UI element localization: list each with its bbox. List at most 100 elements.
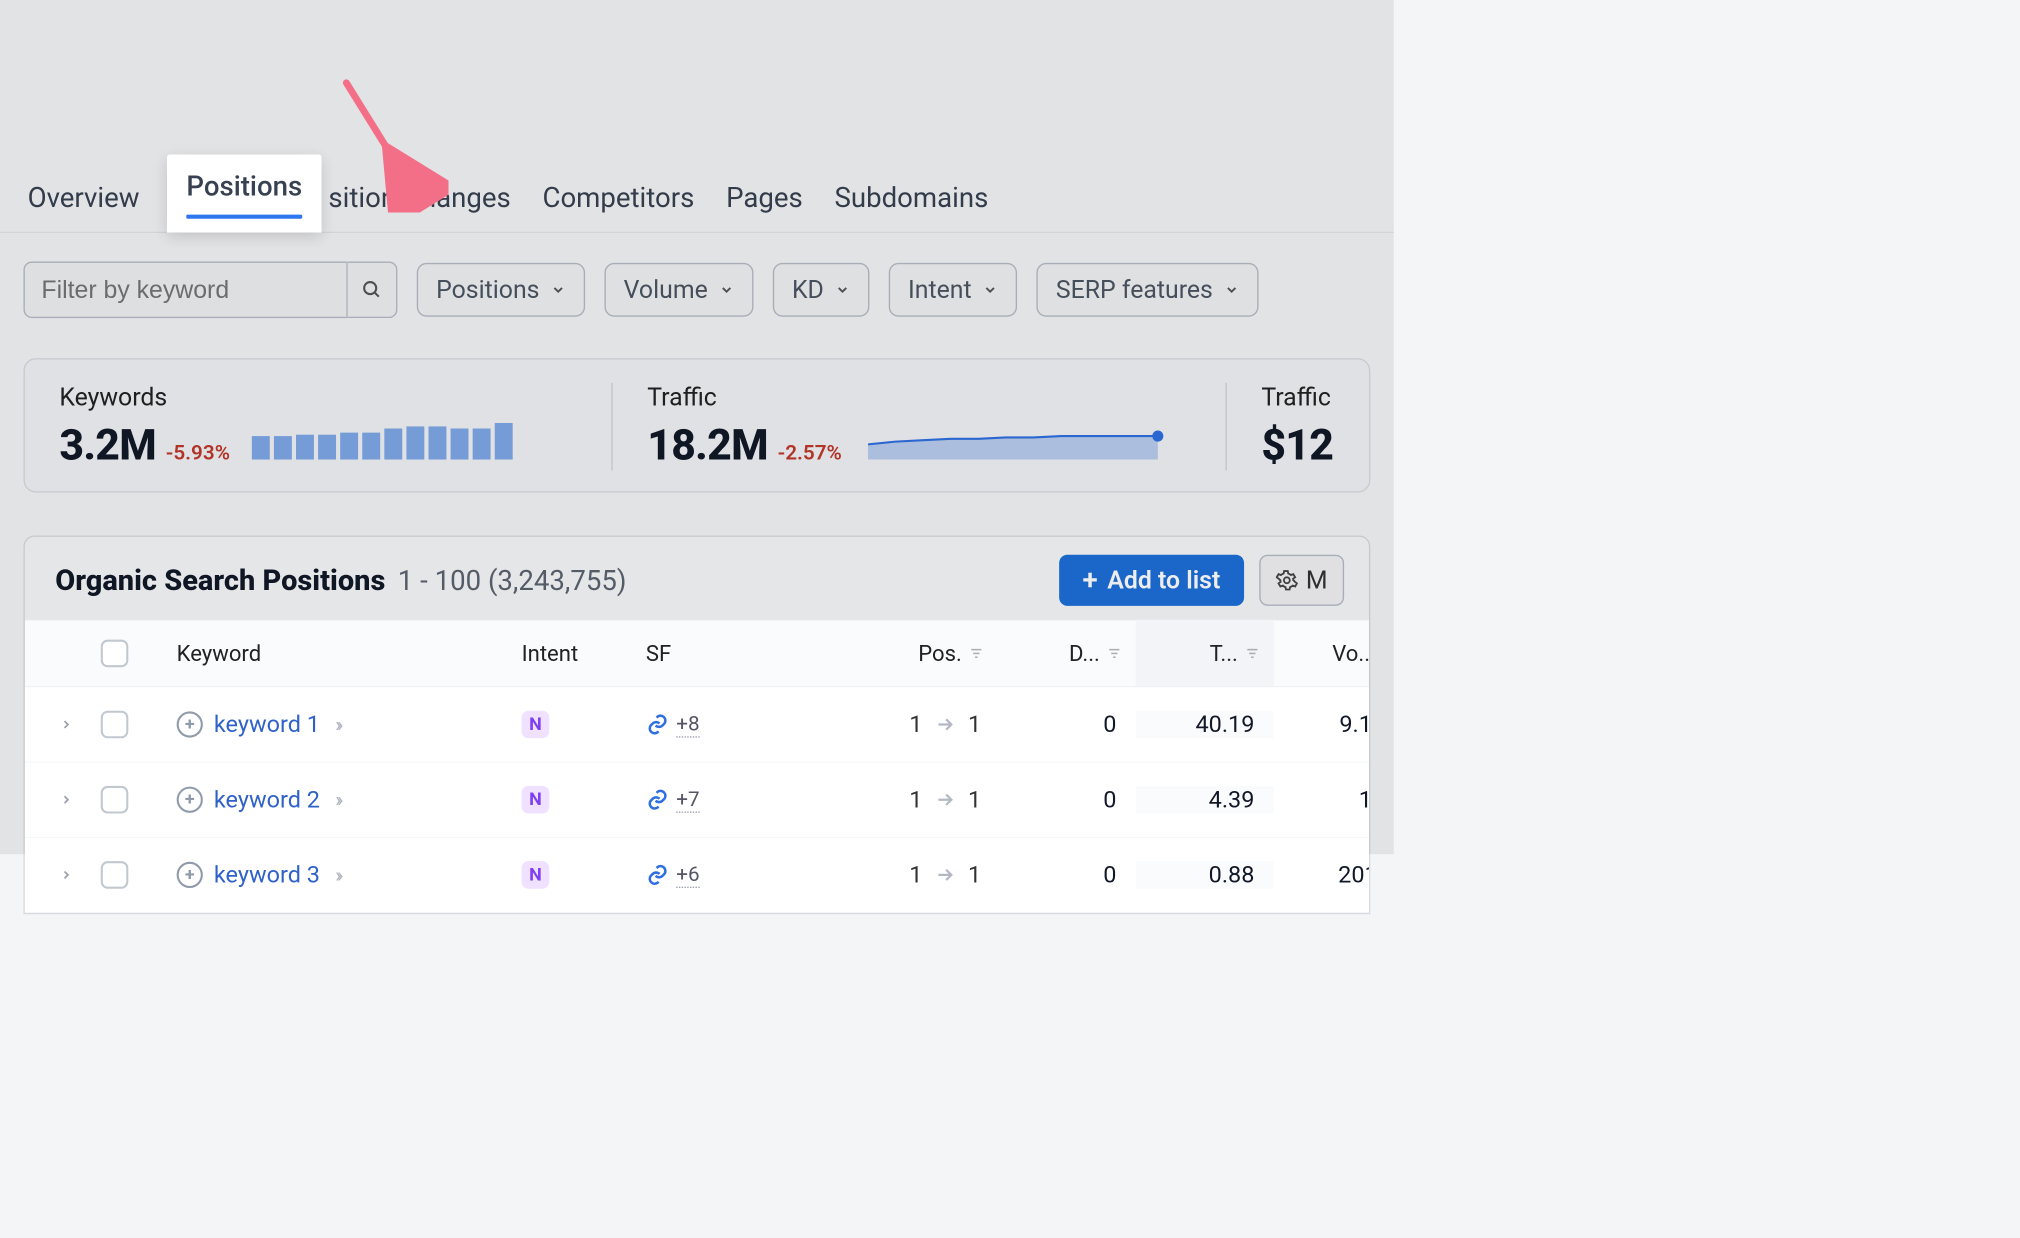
expand-row-button[interactable] [39,864,101,887]
sf-cell[interactable]: +6 [646,862,791,888]
tab-overview[interactable]: Overview [23,175,143,232]
button-label: M [1306,566,1328,595]
filter-positions[interactable]: Positions [417,263,585,317]
intent-badge: N [522,711,550,739]
chevron-right-icon [59,717,73,731]
col-intent[interactable]: Intent [522,640,646,666]
table-title-text: Organic Search Positions [55,563,385,597]
keyword-link[interactable]: keyword 2 [214,786,320,814]
expand-row-button[interactable] [39,788,101,811]
arrow-right-icon [935,789,956,810]
keyword-link[interactable]: keyword 3 [214,861,320,889]
table-actions: + Add to list M [1059,555,1344,606]
open-icon[interactable]: ›› [335,863,339,887]
position-cell: 1 1 [791,711,998,739]
arrow-right-icon [935,865,956,886]
stat-label: Traffic [1261,383,1333,412]
add-to-list-button[interactable]: + Add to list [1059,555,1244,606]
stat-delta: -5.93% [166,441,230,465]
col-pos[interactable]: Pos. [791,640,998,666]
link-icon [646,863,669,886]
sort-icon [969,646,984,661]
stat-traffic-cost: Traffic $12 [1225,383,1367,471]
stat-value: 3.2M [59,420,156,470]
arrow-right-icon [935,714,956,735]
filter-bar: Positions Volume KD Intent SERP features [0,233,1394,319]
tab-competitors[interactable]: Competitors [538,175,698,232]
manage-columns-button[interactable]: M [1259,555,1344,606]
row-checkbox[interactable] [101,861,129,889]
col-label: T... [1210,640,1238,666]
keyword-cell: + keyword 3 ›› [177,861,522,889]
link-icon [646,788,669,811]
vo-cell: 1M [1274,786,1371,814]
pill-label: Volume [624,275,708,304]
keyword-filter-input[interactable] [23,262,347,319]
chevron-down-icon [983,282,998,297]
chevron-down-icon [719,282,734,297]
sort-icon [1107,646,1122,661]
sf-cell[interactable]: +7 [646,787,791,813]
col-sf[interactable]: SF [646,640,791,666]
tab-subdomains[interactable]: Subdomains [830,175,992,232]
vo-cell: 9.1M [1274,711,1371,739]
stats-panel: Keywords 3.2M -5.93% Traffic 18.2M -2.57… [23,358,1370,493]
filter-serp-features[interactable]: SERP features [1037,263,1259,317]
sf-count: +8 [676,712,699,738]
pill-label: SERP features [1056,275,1213,304]
d-cell: 0 [998,861,1136,889]
col-t[interactable]: T... [1136,621,1274,686]
keywords-bar-chart [252,423,513,460]
link-icon [646,713,669,736]
d-cell: 0 [998,786,1136,814]
col-d[interactable]: D... [998,640,1136,666]
t-cell: 40.19 [1136,711,1274,739]
col-label: Pos. [918,640,962,666]
keyword-link[interactable]: keyword 1 [214,711,320,739]
table-title: Organic Search Positions 1 - 100 (3,243,… [55,563,626,597]
row-checkbox[interactable] [101,786,129,814]
tab-underline [186,215,302,219]
top-tabs: Overview Positions sition Changes Compet… [0,141,1394,233]
table-header-bar: Organic Search Positions 1 - 100 (3,243,… [25,537,1369,620]
add-keyword-icon[interactable]: + [177,711,203,737]
sf-cell[interactable]: +8 [646,712,791,738]
pill-label: KD [792,275,824,304]
stat-label: Traffic [647,383,1191,412]
col-label: D... [1069,640,1100,666]
traffic-sparkline [868,422,1172,459]
expand-row-button[interactable] [39,713,101,736]
intent-badge: N [522,861,550,889]
chevron-right-icon [59,792,73,806]
sf-count: +7 [676,787,699,813]
position-cell: 1 1 [791,786,998,814]
col-vo[interactable]: Vo... [1274,640,1371,666]
table-row: + keyword 3 ›› N +6 1 1 0 0.88 201K [25,838,1369,913]
stat-delta: -2.57% [778,441,842,465]
d-cell: 0 [998,711,1136,739]
col-keyword[interactable]: Keyword [177,640,522,666]
filter-kd[interactable]: KD [773,263,870,317]
keyword-cell: + keyword 2 ›› [177,786,522,814]
open-icon[interactable]: ›› [335,788,339,812]
row-checkbox[interactable] [101,711,129,739]
vo-cell: 201K [1274,861,1371,889]
stat-label: Keywords [59,383,577,412]
table-row: + keyword 2 ›› N +7 1 1 0 4.39 1M [25,762,1369,837]
filter-volume[interactable]: Volume [604,263,753,317]
position-cell: 1 1 [791,861,998,889]
chevron-right-icon [59,868,73,882]
tab-pages[interactable]: Pages [722,175,807,232]
pill-label: Positions [436,275,539,304]
select-all-checkbox[interactable] [101,640,129,668]
col-label: Vo... [1332,640,1370,666]
button-label: Add to list [1107,566,1220,595]
chevron-down-icon [1224,282,1239,297]
filter-intent[interactable]: Intent [889,263,1017,317]
add-keyword-icon[interactable]: + [177,862,203,888]
sort-icon [1245,646,1260,661]
keyword-filter-search-button[interactable] [348,262,398,319]
open-icon[interactable]: ›› [335,712,339,736]
tab-positions[interactable]: Positions [167,155,321,233]
add-keyword-icon[interactable]: + [177,787,203,813]
